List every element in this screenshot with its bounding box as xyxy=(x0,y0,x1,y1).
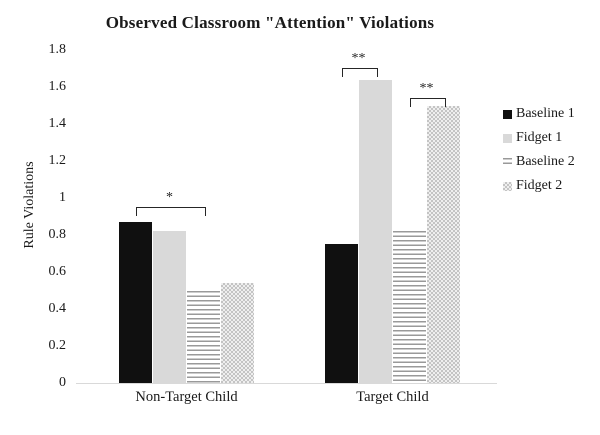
bar-non-target-child-baseline-1 xyxy=(119,222,152,383)
significance-bracket-target-child-2 xyxy=(341,67,378,77)
legend-swatch-baseline-1 xyxy=(503,109,512,119)
x-category-label-non-target-child: Non-Target Child xyxy=(135,389,238,405)
legend-item-baseline-1: Baseline 1 xyxy=(503,102,575,126)
y-tick-label-0.6: 0.6 xyxy=(48,264,67,279)
y-tick-label-0.4: 0.4 xyxy=(48,301,67,316)
y-tick-label-1.2: 1.2 xyxy=(48,153,67,168)
bar-non-target-child-baseline-2 xyxy=(187,290,220,383)
legend-item-baseline-2: Baseline 2 xyxy=(503,150,575,174)
y-tick-label-0.2: 0.2 xyxy=(48,338,67,353)
plot-area: * ** ** xyxy=(76,50,497,384)
significance-label-target-child-2: ** xyxy=(351,50,366,66)
legend-label-baseline-1: Baseline 1 xyxy=(516,106,575,121)
legend-label-fidget-2: Fidget 2 xyxy=(516,178,563,193)
x-category-label-target-child: Target Child xyxy=(356,389,429,405)
significance-bracket-target-child-3 xyxy=(409,97,446,107)
bar-target-child-fidget-2 xyxy=(427,105,460,383)
legend-label-fidget-1: Fidget 1 xyxy=(516,130,563,145)
y-tick-label-1: 1 xyxy=(59,190,66,205)
chart-title: Observed Classroom "Attention" Violation… xyxy=(105,13,435,32)
bar-target-child-baseline-2 xyxy=(393,231,426,383)
legend: Baseline 1 Fidget 1 Baseline 2 Fidget 2 xyxy=(503,102,575,198)
legend-label-baseline-2: Baseline 2 xyxy=(516,154,575,169)
legend-item-fidget-1: Fidget 1 xyxy=(503,126,575,150)
legend-swatch-baseline-2 xyxy=(503,157,512,167)
bar-non-target-child-fidget-2 xyxy=(221,283,254,383)
bar-target-child-fidget-1 xyxy=(359,79,392,383)
y-tick-label-1.8: 1.8 xyxy=(48,42,67,57)
significance-label-non-target-child-1: * xyxy=(166,190,173,206)
y-tick-label-0: 0 xyxy=(59,375,66,390)
legend-swatch-fidget-2 xyxy=(503,181,512,191)
y-tick-label-0.8: 0.8 xyxy=(48,227,67,242)
x-axis-line xyxy=(76,383,497,384)
bar-non-target-child-fidget-1 xyxy=(153,231,186,383)
y-tick-label-1.6: 1.6 xyxy=(48,79,67,94)
significance-label-target-child-3: ** xyxy=(419,80,434,96)
bar-target-child-baseline-1 xyxy=(325,244,358,383)
significance-bracket-non-target-child-1 xyxy=(135,207,206,217)
y-tick-label-1.4: 1.4 xyxy=(48,116,67,131)
legend-item-fidget-2: Fidget 2 xyxy=(503,174,575,198)
legend-swatch-fidget-1 xyxy=(503,133,512,143)
